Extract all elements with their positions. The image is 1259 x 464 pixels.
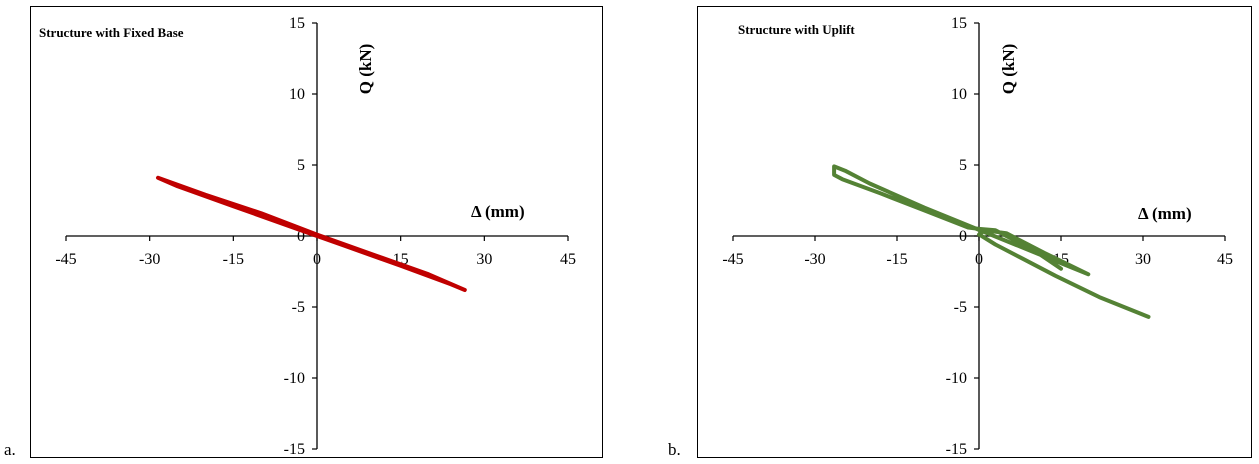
- y-tick-label: -10: [946, 370, 967, 387]
- panel-letter-b: b.: [668, 440, 681, 459]
- hysteresis-curve: [156, 175, 467, 292]
- y-tick-label: 0: [297, 228, 305, 245]
- panel-letter-a: a.: [4, 440, 16, 459]
- chart-uplift: -45 -30 -15 0 15 30 45 15 10 5 0 -5 -10 -15 Structure …: [697, 6, 1252, 458]
- y-tick-label: 0: [959, 228, 967, 245]
- hysteresis-curve: [832, 164, 1151, 319]
- x-tick-label: -45: [55, 251, 76, 268]
- y-tick-label: -15: [946, 441, 967, 458]
- chart-fixed-base-plot: -45 -30 -15 0 15 30 45151050-5-10-15Structure …: [39, 15, 576, 458]
- y-tick-label: 10: [289, 86, 305, 103]
- x-axis-title: Δ (mm): [1138, 204, 1192, 223]
- y-tick-label: 5: [959, 157, 967, 174]
- chart-title: Structure with Fixed Base: [39, 25, 184, 40]
- chart-title: Structure with Uplift: [738, 22, 855, 37]
- x-tick-label: 45: [1217, 251, 1233, 268]
- y-tick-label: -5: [292, 299, 305, 316]
- chart-fixed-base: -45 -30 -15 0 15 30 45 15 10 5 0 -5 -10 -15 Structure …: [30, 6, 603, 458]
- y-tick-label: 15: [951, 15, 967, 32]
- x-tick-label: 45: [560, 251, 576, 268]
- x-tick-label: -15: [886, 251, 907, 268]
- y-tick-label: 10: [951, 86, 967, 103]
- y-axis-title: Q (kN): [356, 44, 375, 95]
- y-axis-title: Q (kN): [999, 44, 1018, 95]
- x-tick-label: -30: [139, 251, 160, 268]
- x-tick-label: 0: [975, 251, 983, 268]
- x-tick-label: 30: [1135, 251, 1151, 268]
- x-tick-label: 30: [476, 251, 492, 268]
- y-tick-label: -5: [954, 299, 967, 316]
- y-tick-label: 15: [289, 15, 305, 32]
- y-tick-label: 5: [297, 157, 305, 174]
- chart-uplift-plot: -45 -30 -15 0 15 30 45151050-5-10-15Structure …: [722, 15, 1233, 458]
- y-tick-label: -15: [284, 441, 305, 458]
- x-tick-label: 0: [313, 251, 321, 268]
- x-axis-title: Δ (mm): [471, 202, 525, 221]
- x-tick-label: -30: [804, 251, 825, 268]
- y-tick-label: -10: [284, 370, 305, 387]
- x-tick-label: -15: [223, 251, 244, 268]
- x-tick-label: -45: [722, 251, 743, 268]
